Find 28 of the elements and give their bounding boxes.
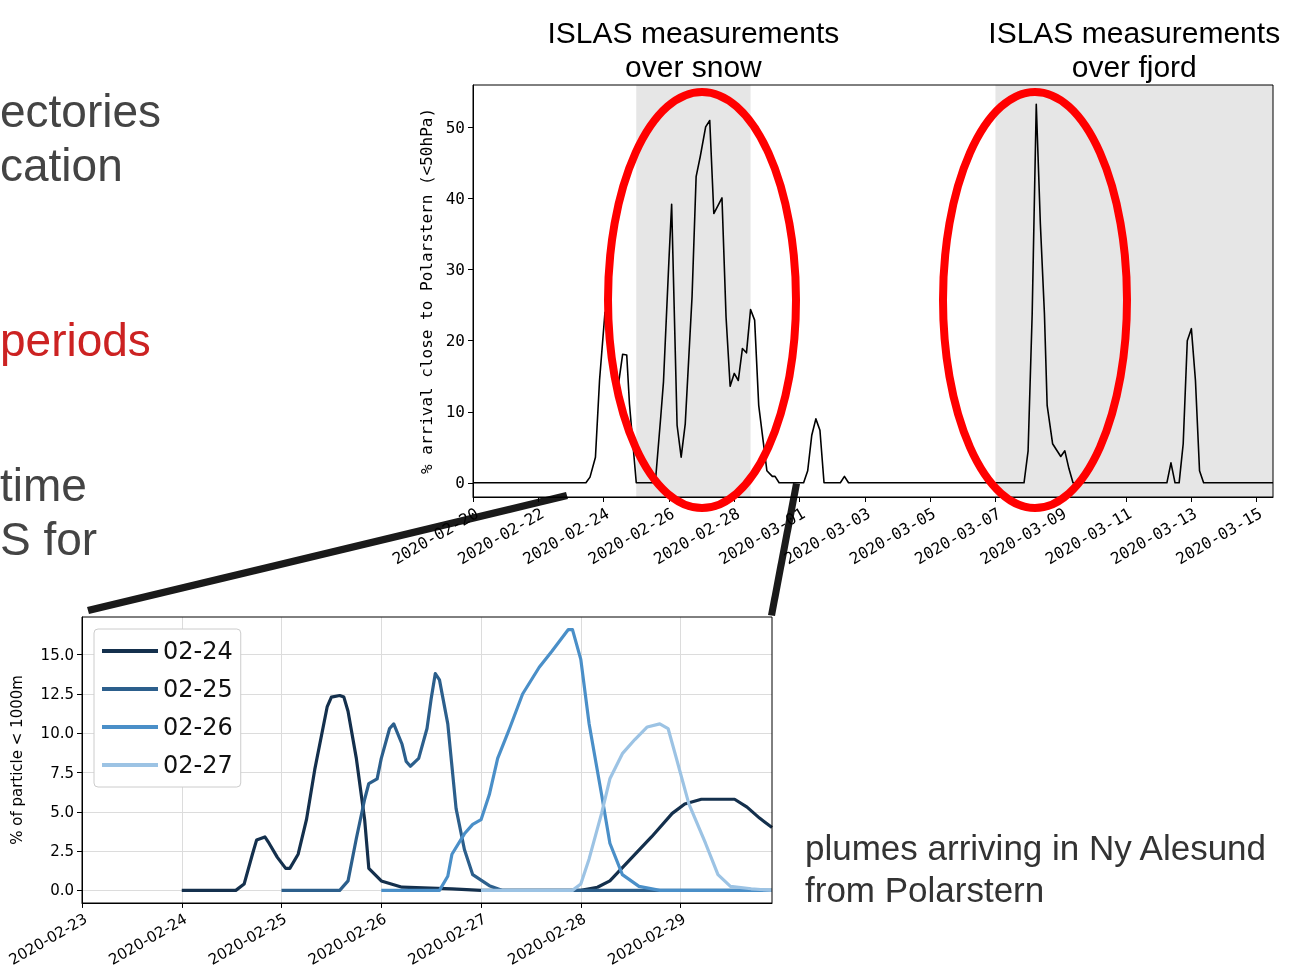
y-tick-label: 12.5 (40, 684, 74, 703)
line-series (479, 722, 774, 892)
text: S for (0, 513, 98, 565)
text: ectories (0, 85, 162, 137)
y-tick-label: 0 (455, 473, 465, 493)
text: time (0, 459, 87, 511)
y-tick-label: 2.5 (50, 842, 74, 861)
y-tick-label: 0.0 (50, 881, 74, 900)
y-tick-label: 7.5 (50, 763, 74, 782)
text: periods (0, 314, 151, 366)
y-tick-label: 20 (445, 331, 465, 351)
y-axis-title: % arrival close to Polarstern (<50hPa) (417, 107, 437, 475)
y-tick-label: 30 (445, 260, 465, 280)
legend-label: 02-24 (163, 637, 233, 665)
legend-label: 02-25 (163, 675, 233, 703)
y-tick-label: 15.0 (40, 645, 74, 664)
y-tick-label: 5.0 (50, 802, 74, 821)
text: plumes arriving in Ny Alesund from Polarstern (805, 827, 1267, 909)
y-tick-label: 40 (445, 189, 465, 209)
text: cation (0, 139, 123, 191)
y-tick-label: 10 (445, 402, 465, 422)
band-label: ISLAS measurements over snow (547, 15, 840, 83)
band-label: ISLAS measurements over fjord (988, 15, 1281, 83)
y-tick-label: 10.0 (40, 724, 74, 743)
y-axis-title: % of particle < 1000m (7, 675, 26, 845)
legend-label: 02-27 (163, 751, 233, 779)
y-tick-label: 50 (445, 118, 465, 138)
legend-label: 02-26 (163, 713, 233, 741)
